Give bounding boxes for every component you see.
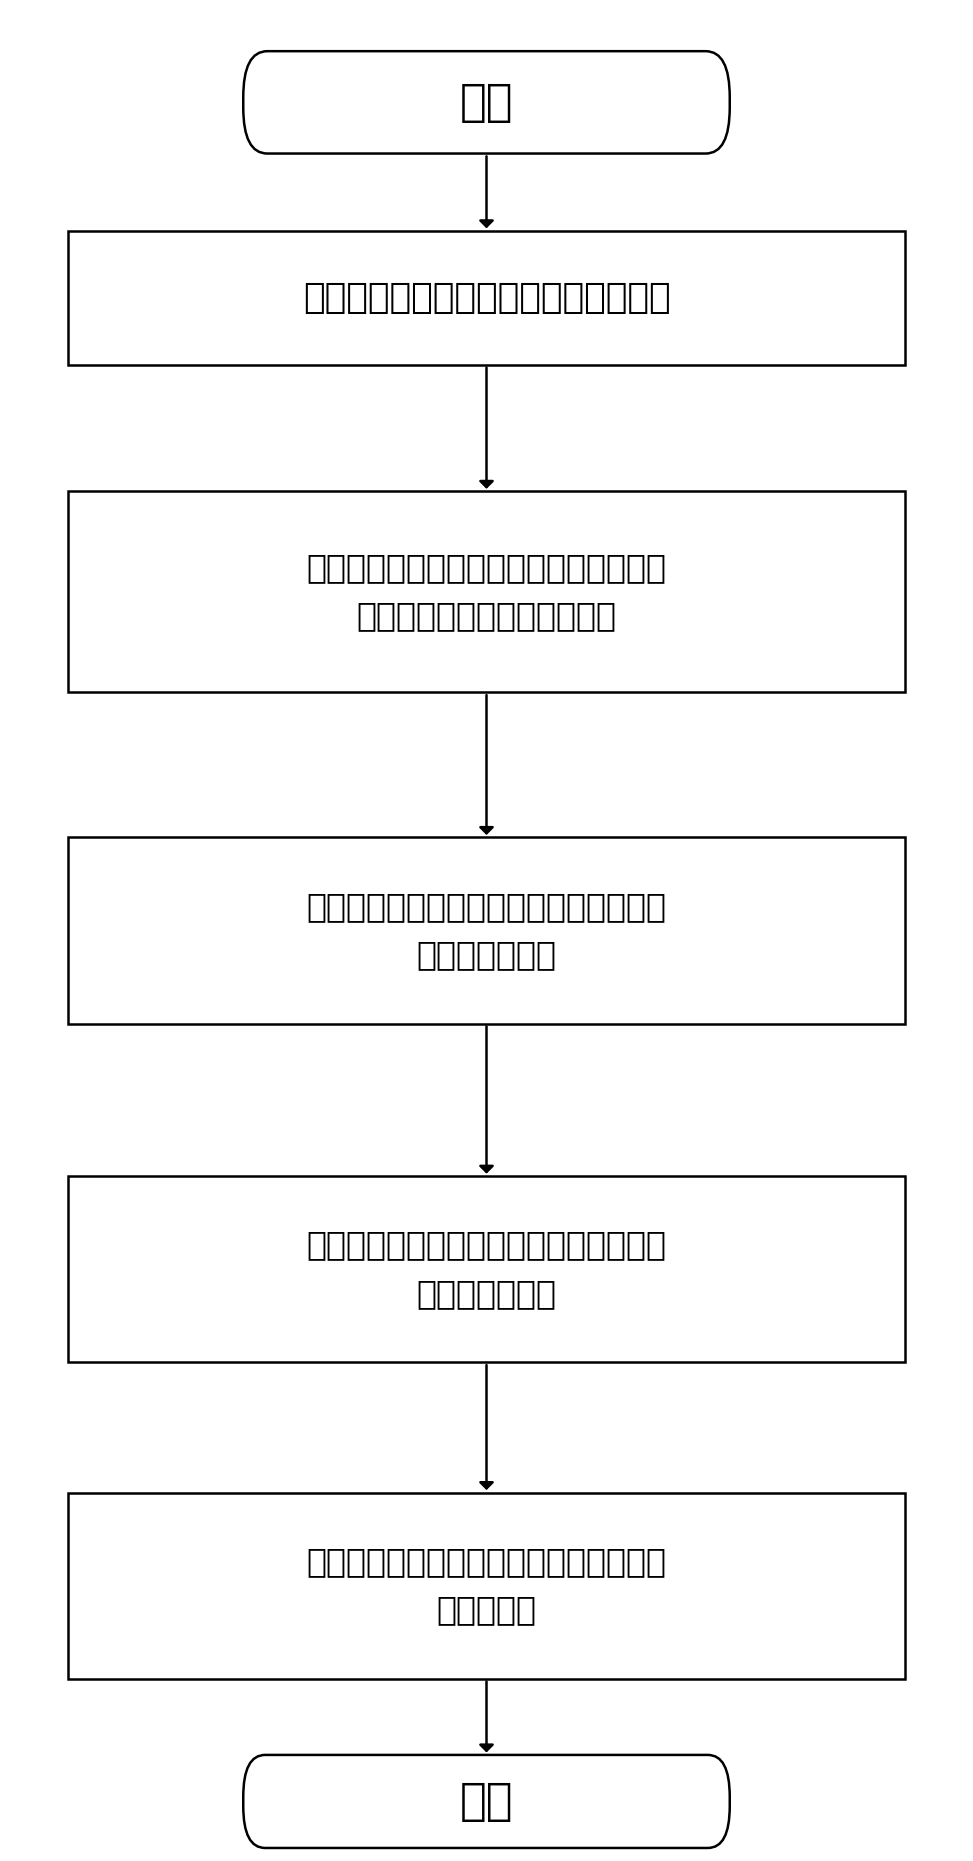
Bar (68, 231, 905, 365)
FancyBboxPatch shape (243, 1755, 730, 1848)
Bar (68, 491, 905, 692)
Text: 确定上游港湾停靠站影响下交叉口进口车
道通行能力: 确定上游港湾停靠站影响下交叉口进口车 道通行能力 (306, 1545, 667, 1627)
Text: 开始: 开始 (460, 80, 513, 125)
Text: 构建交叉口进口道相关交通特征数据集: 构建交叉口进口道相关交通特征数据集 (303, 281, 670, 315)
Text: 确定交叉口各进口车道影响通行能力的公
交车辆换道次数: 确定交叉口各进口车道影响通行能力的公 交车辆换道次数 (306, 1228, 667, 1310)
Text: 确定每次公交车换道行为对道路通行能力
影响的折减系数: 确定每次公交车换道行为对道路通行能力 影响的折减系数 (306, 890, 667, 971)
Text: 确定高峰时段公交车辆排队进站溢出过程
影响的道路通行能力折减系数: 确定高峰时段公交车辆排队进站溢出过程 影响的道路通行能力折减系数 (306, 551, 667, 633)
Text: 结束: 结束 (460, 1779, 513, 1824)
Bar (68, 1493, 905, 1679)
FancyBboxPatch shape (243, 50, 730, 153)
Bar (68, 1176, 905, 1362)
Bar (68, 837, 905, 1024)
